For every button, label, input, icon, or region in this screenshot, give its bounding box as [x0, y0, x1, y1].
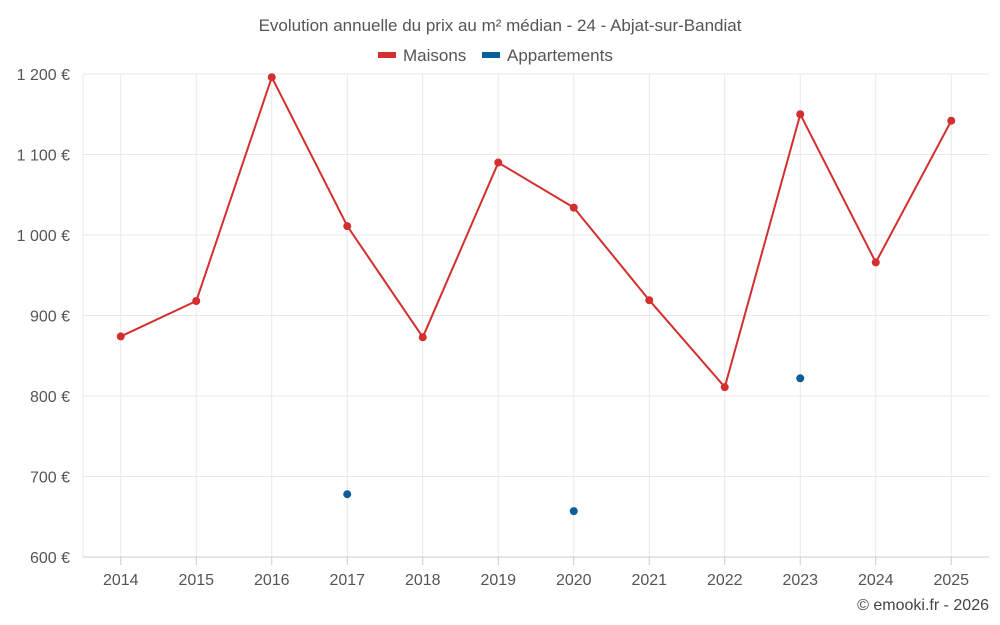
- series: [116, 73, 956, 516]
- legend-label-appartements: Appartements: [507, 46, 613, 65]
- axes: [82, 74, 989, 565]
- y-tick-label: 1 100 €: [17, 148, 70, 165]
- data-point-appartements-2023[interactable]: [796, 374, 805, 383]
- data-point-maisons-2024[interactable]: [871, 258, 880, 267]
- y-tick-label: 1 200 €: [17, 67, 70, 84]
- data-point-maisons-2015[interactable]: [192, 297, 201, 306]
- y-tick-label: 600 €: [30, 550, 70, 567]
- x-tick-label: 2016: [254, 572, 290, 589]
- y-tick-label: 800 €: [30, 389, 70, 406]
- y-axis-ticks: 600 € 700 € 800 € 900 € 1 000 € 1 100 € 1 200 …: [17, 67, 70, 567]
- legend-swatch-appartements: [482, 52, 500, 58]
- data-point-appartements-2017[interactable]: [343, 490, 352, 499]
- legend-item-appartements[interactable]: Appartements: [482, 46, 613, 65]
- credit-text: © emooki.fr - 2026: [857, 597, 989, 614]
- data-point-maisons-2022[interactable]: [720, 383, 729, 392]
- x-tick-label: 2017: [329, 572, 365, 589]
- legend-swatch-maisons: [378, 52, 396, 58]
- data-point-maisons-2023[interactable]: [796, 110, 805, 119]
- series-line-maisons: [120, 76, 953, 389]
- chart-title: Evolution annuelle du prix au m² médian …: [259, 16, 742, 35]
- grid: [83, 73, 989, 557]
- x-tick-label: 2019: [480, 572, 516, 589]
- y-tick-label: 700 €: [30, 470, 70, 487]
- data-point-maisons-2021[interactable]: [645, 296, 654, 305]
- data-point-appartements-2020[interactable]: [569, 507, 578, 516]
- data-point-maisons-2016[interactable]: [267, 73, 276, 82]
- x-tick-label: 2018: [405, 572, 441, 589]
- x-tick-label: 2023: [782, 572, 818, 589]
- data-point-maisons-2025[interactable]: [947, 116, 956, 125]
- data-point-maisons-2020[interactable]: [569, 203, 578, 212]
- y-tick-label: 900 €: [30, 309, 70, 326]
- x-tick-label: 2014: [103, 572, 139, 589]
- x-tick-label: 2022: [707, 572, 743, 589]
- data-point-maisons-2019[interactable]: [494, 158, 503, 167]
- data-point-maisons-2017[interactable]: [343, 222, 352, 231]
- x-tick-label: 2025: [933, 572, 969, 589]
- data-point-maisons-2018[interactable]: [418, 333, 427, 342]
- y-tick-label: 1 000 €: [17, 228, 70, 245]
- x-tick-label: 2015: [178, 572, 214, 589]
- legend-item-maisons[interactable]: Maisons: [378, 46, 466, 65]
- x-axis-ticks: 2014 2015 2016 2017 2018 2019 2020 2021 2022 2023…: [103, 572, 969, 589]
- x-tick-label: 2020: [556, 572, 592, 589]
- x-tick-label: 2021: [631, 572, 667, 589]
- legend-label-maisons: Maisons: [403, 46, 466, 65]
- legend: Maisons Appartements: [378, 46, 613, 65]
- x-tick-label: 2024: [858, 572, 894, 589]
- data-point-maisons-2014[interactable]: [116, 332, 125, 341]
